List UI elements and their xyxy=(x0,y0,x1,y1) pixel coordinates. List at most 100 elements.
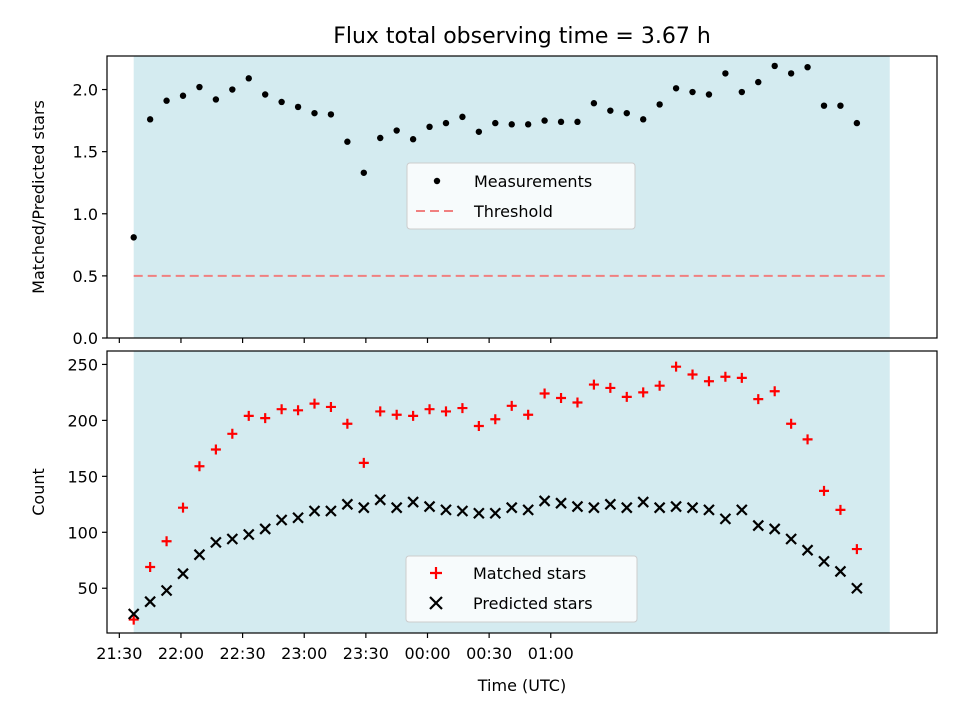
predicted-star-point xyxy=(177,567,189,580)
matched-star-point xyxy=(210,444,221,455)
predicted-star-point xyxy=(752,519,765,532)
top-ylabel: Matched/Predicted stars xyxy=(29,100,48,294)
measurement-point xyxy=(278,98,285,106)
matched-star-point xyxy=(523,409,534,420)
matched-star-point xyxy=(473,420,484,431)
xtick-label: 22:30 xyxy=(220,644,266,663)
measurement-point xyxy=(820,102,828,109)
matched-star-point xyxy=(358,457,369,468)
top-ytick-label: 2.0 xyxy=(73,81,98,100)
measurement-point xyxy=(327,111,335,118)
predicted-star-point xyxy=(768,523,781,535)
bottom-ytick-label: 250 xyxy=(67,355,98,374)
legend-matched-label: Matched stars xyxy=(473,564,586,583)
bottom-panel: 50 100 150 200 250 21:30 22:00 22:30 23:00 23:30 0… xyxy=(29,350,938,695)
predicted-star-point xyxy=(670,500,682,513)
predicted-star-point xyxy=(473,507,485,520)
predicted-star-point xyxy=(703,504,715,516)
bottom-ylabel: Count xyxy=(29,468,48,516)
predicted-star-point xyxy=(407,496,419,508)
predicted-star-point xyxy=(489,507,502,520)
measurement-point xyxy=(492,119,499,127)
bottom-legend: Matched stars Predicted stars xyxy=(405,555,638,623)
predicted-star-point xyxy=(571,500,584,513)
predicted-star-point xyxy=(851,582,863,595)
predicted-star-point xyxy=(785,533,797,545)
matched-star-point xyxy=(654,380,665,391)
predicted-star-point xyxy=(686,501,699,514)
measurement-point xyxy=(574,118,581,126)
matched-star-point xyxy=(342,418,353,429)
matched-star-point xyxy=(687,369,698,380)
measurement-point xyxy=(804,63,811,71)
measurement-point xyxy=(853,119,861,127)
measurement-point xyxy=(245,75,252,82)
matched-star-point xyxy=(375,406,386,417)
predicted-star-point xyxy=(555,497,567,509)
predicted-star-point xyxy=(308,505,321,517)
bottom-ytick-label: 150 xyxy=(67,467,98,486)
bottom-axes-frame xyxy=(106,350,938,634)
matched-star-point xyxy=(457,403,468,414)
predicted-star-point xyxy=(341,498,354,511)
legend-predicted-marker xyxy=(429,596,443,610)
measurement-point xyxy=(163,97,170,104)
legend-predicted-label: Predicted stars xyxy=(473,594,593,613)
predicted-star-point xyxy=(440,504,452,516)
xtick-label: 01:00 xyxy=(528,644,574,663)
measurement-point xyxy=(179,92,187,99)
predicted-star-point xyxy=(538,495,551,507)
xtick-label: 22:00 xyxy=(158,644,204,663)
predicted-star-point xyxy=(226,533,239,545)
measurement-point xyxy=(344,138,351,145)
measurement-point xyxy=(426,123,433,131)
measurement-point xyxy=(311,109,318,117)
predicted-star-point xyxy=(292,511,304,524)
matched-star-point xyxy=(309,398,320,409)
matched-star-point xyxy=(819,485,830,496)
predicted-star-point xyxy=(620,501,633,514)
legend-measurements-marker xyxy=(433,177,441,185)
matched-star-point xyxy=(851,544,862,555)
xtick-label: 00:00 xyxy=(404,644,450,663)
predicted-star-point xyxy=(160,584,173,597)
measurement-point xyxy=(672,85,680,92)
matched-star-point xyxy=(424,404,435,415)
measurement-point xyxy=(787,70,795,77)
predicted-star-point xyxy=(374,494,387,506)
matched-star-point xyxy=(325,401,336,412)
top-ytick-label: 1.0 xyxy=(73,205,98,224)
measurement-point xyxy=(705,91,713,98)
matched-star-point xyxy=(408,410,419,421)
measurement-point xyxy=(442,119,450,127)
matched-star-point xyxy=(128,614,139,625)
predicted-star-point xyxy=(456,505,469,517)
matched-star-point xyxy=(786,418,797,429)
top-panel: 0.0 0.5 1.0 1.5 2.0 Matched/Predicted stars Me… xyxy=(29,55,938,348)
matched-star-point xyxy=(753,394,764,405)
predicted-star-point xyxy=(505,501,518,514)
bottom-ytick-label: 200 xyxy=(67,411,98,430)
matched-star-point xyxy=(572,397,583,408)
measurement-point xyxy=(722,70,729,77)
top-ytick-label: 0.5 xyxy=(73,267,98,286)
predicted-star-point xyxy=(818,555,830,568)
measurement-point xyxy=(837,102,844,109)
matched-star-point xyxy=(243,410,254,421)
matched-star-point xyxy=(638,387,649,398)
matched-star-point xyxy=(391,409,402,420)
chart-title: Flux total observing time = 3.67 h xyxy=(333,24,711,49)
matched-star-point xyxy=(260,413,271,424)
xlabel: Time (UTC) xyxy=(477,676,566,695)
predicted-star-point xyxy=(210,536,222,549)
predicted-star-point xyxy=(325,505,337,517)
predicted-star-point xyxy=(801,544,814,556)
measurement-point xyxy=(640,116,647,123)
xtick-label: 23:00 xyxy=(281,644,327,663)
predicted-star-point xyxy=(522,504,534,516)
matched-star-point xyxy=(588,379,599,390)
top-legend-box xyxy=(406,162,636,230)
measurement-point xyxy=(393,127,400,134)
measurement-point xyxy=(459,113,466,121)
